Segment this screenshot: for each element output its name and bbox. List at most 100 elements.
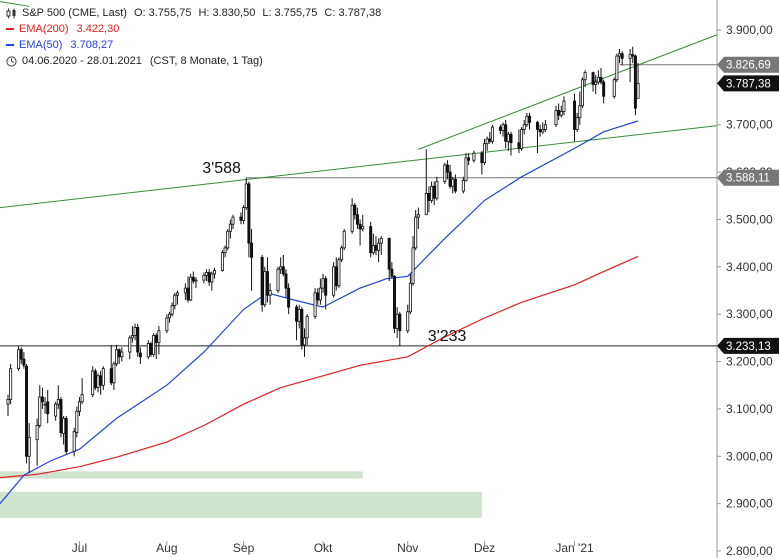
candle-body bbox=[594, 81, 598, 85]
candle-body bbox=[538, 129, 542, 133]
candle-body bbox=[535, 121, 539, 130]
candle-body bbox=[498, 126, 502, 131]
candle-body bbox=[599, 76, 603, 83]
candle-body bbox=[578, 105, 582, 119]
candle bbox=[408, 273, 412, 315]
candle bbox=[379, 236, 383, 255]
candle bbox=[430, 181, 434, 203]
candle bbox=[369, 221, 373, 258]
candle bbox=[443, 162, 447, 184]
candle-body bbox=[226, 230, 230, 249]
candle-body bbox=[239, 216, 243, 221]
candle-body bbox=[250, 242, 254, 258]
candle-body bbox=[583, 72, 587, 81]
candle bbox=[580, 77, 584, 109]
candle-body bbox=[64, 417, 68, 452]
candle bbox=[205, 269, 209, 282]
candle bbox=[432, 181, 436, 206]
legend-ema50-row[interactable]: EMA(50) 3.708,27 bbox=[6, 37, 388, 53]
candle bbox=[414, 209, 418, 251]
candle bbox=[557, 103, 561, 120]
candle bbox=[281, 254, 285, 277]
annotations: 3'588 3'233 bbox=[202, 160, 466, 345]
candle-body bbox=[355, 214, 359, 225]
y-tick-label: 2.800,00 bbox=[726, 544, 773, 558]
candle bbox=[133, 323, 137, 341]
candle-body bbox=[112, 363, 116, 384]
candle-body bbox=[223, 247, 227, 254]
candle bbox=[302, 328, 306, 357]
candle bbox=[554, 105, 558, 128]
candle-body bbox=[358, 223, 362, 230]
candle-body bbox=[316, 292, 320, 301]
candle-body bbox=[313, 292, 317, 317]
candle bbox=[228, 219, 232, 239]
candle bbox=[316, 288, 320, 305]
candle-body bbox=[387, 237, 391, 270]
candle-body bbox=[453, 178, 457, 192]
candle-body bbox=[580, 79, 584, 107]
y-axis[interactable]: 3.900,003.700,003.600,003.500,003.400,00… bbox=[717, 23, 773, 558]
candle bbox=[154, 333, 158, 360]
candle bbox=[265, 257, 269, 303]
candle bbox=[483, 138, 487, 165]
candle bbox=[337, 257, 341, 289]
candle bbox=[305, 314, 309, 345]
candle-body bbox=[573, 100, 577, 130]
candle bbox=[393, 275, 397, 334]
candle bbox=[72, 427, 76, 457]
price-tag-box bbox=[717, 75, 779, 92]
candle bbox=[498, 124, 502, 135]
legend-instrument: S&P 500 (CME, Last) bbox=[22, 7, 127, 19]
x-axis[interactable]: Jul Aug Sep Okt Nov Dez Jan '21 bbox=[72, 541, 594, 555]
candle-body bbox=[207, 272, 211, 283]
candle bbox=[594, 74, 598, 94]
candle bbox=[62, 416, 66, 445]
candle bbox=[559, 105, 563, 118]
candle-body bbox=[464, 157, 468, 182]
horizontal-levels bbox=[0, 64, 717, 347]
candle bbox=[528, 112, 532, 130]
candle bbox=[633, 54, 637, 116]
candle bbox=[295, 304, 299, 341]
legend-ema50-label: EMA(50) bbox=[19, 39, 63, 51]
candle bbox=[522, 119, 526, 135]
candle-body bbox=[424, 193, 428, 216]
candle-body bbox=[212, 270, 216, 275]
candle bbox=[279, 257, 283, 274]
candle bbox=[175, 290, 179, 305]
candle-body bbox=[377, 242, 381, 251]
candle-body bbox=[321, 278, 325, 289]
candle-body bbox=[300, 309, 304, 346]
candle-body bbox=[398, 313, 402, 332]
candle bbox=[485, 136, 489, 151]
candle bbox=[189, 273, 193, 301]
candle-body bbox=[324, 278, 328, 296]
candle bbox=[583, 70, 587, 87]
candle bbox=[231, 214, 235, 229]
candle-body bbox=[416, 214, 420, 218]
candle-body bbox=[25, 365, 29, 457]
candle-body bbox=[173, 294, 177, 307]
candle-body bbox=[170, 305, 174, 315]
candle-body bbox=[522, 124, 526, 130]
candle-body bbox=[448, 171, 452, 187]
candle bbox=[268, 283, 272, 305]
candle bbox=[620, 51, 624, 66]
legend-ema50-value: 3.708,27 bbox=[70, 39, 114, 51]
candle-body bbox=[406, 311, 410, 332]
candle-body bbox=[279, 266, 283, 270]
candle bbox=[183, 283, 187, 300]
y-tick-label: 3.700,00 bbox=[726, 118, 773, 132]
candle bbox=[541, 122, 545, 135]
legend-ema200-row[interactable]: EMA(200) 3.422,30 bbox=[6, 21, 388, 37]
candle bbox=[54, 401, 58, 421]
candle bbox=[9, 363, 13, 405]
candle bbox=[334, 257, 338, 291]
price-tag-label: 3.787,38 bbox=[726, 78, 771, 90]
candle-body bbox=[395, 313, 399, 329]
support-zones bbox=[0, 471, 482, 518]
candle bbox=[276, 266, 280, 293]
candle bbox=[501, 122, 505, 137]
